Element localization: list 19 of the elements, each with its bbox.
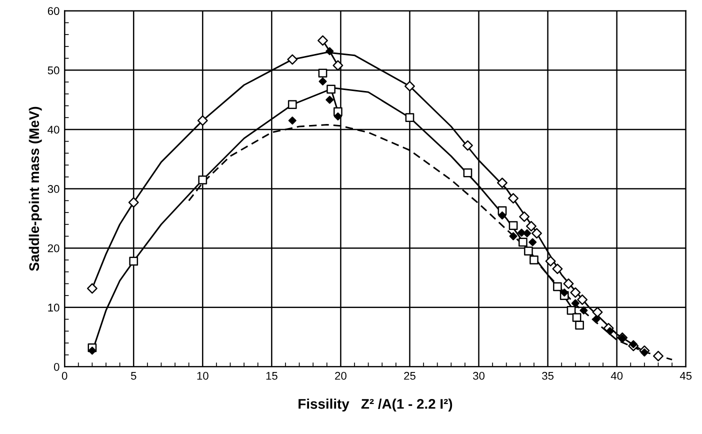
x-tick-label: 10	[197, 372, 208, 380]
y-tick-label: 50	[48, 66, 60, 74]
x-tick-label: 30	[473, 372, 485, 380]
x-tick-label: 25	[404, 372, 416, 380]
y-tick-label: 20	[48, 244, 60, 252]
y-axis-title: Saddle-point mass (MeV)	[28, 106, 42, 271]
x-tick-label: 45	[680, 372, 692, 380]
y-tick-label: 10	[48, 304, 60, 312]
y-tick-label: 60	[48, 7, 60, 15]
y-tick-label: 0	[54, 362, 60, 371]
y-tick-label: 30	[48, 185, 60, 193]
x-tick-label: 0	[62, 372, 68, 380]
x-tick-label: 20	[335, 372, 346, 380]
y-tick-label: 40	[48, 126, 60, 134]
x-tick-label: 40	[610, 372, 623, 380]
x-tick-label: 5	[130, 372, 136, 380]
x-tick-label: 15	[266, 372, 278, 380]
x-tick-label: 35	[542, 372, 554, 380]
x-axis-title: Fissility Z² /A(1 - 2.2 I²)	[298, 398, 452, 412]
